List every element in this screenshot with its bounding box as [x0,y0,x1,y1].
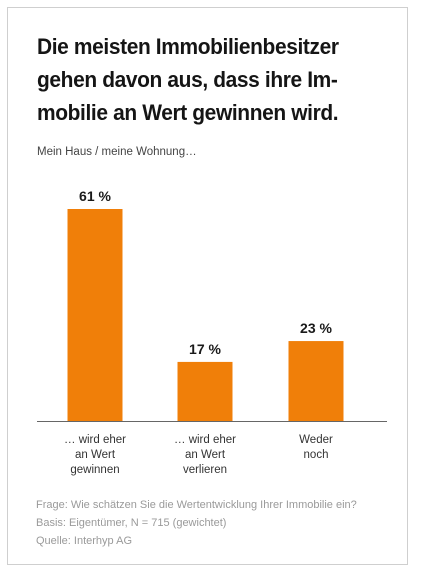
category-label-3-line-2: noch [304,449,329,461]
category-label-1-line-1: … wird eher [64,434,126,446]
bar-1 [67,209,123,421]
value-label-2: 17 % [189,341,221,357]
footer-source: Quelle: Interhyp AG [36,535,132,547]
category-label-3-line-1: Weder [299,434,333,446]
footer-question: Frage: Wie schätzen Sie die Wertentwickl… [36,499,357,511]
title-line-1: Die meisten Immobilienbesitzer [37,34,339,59]
bar-2 [177,361,233,421]
category-label-2-line-1: … wird eher [174,434,236,446]
title-line-2: gehen davon aus, dass ihre Im- [37,67,338,92]
footer-basis: Basis: Eigentümer, N = 715 (gewichtet) [36,517,227,529]
category-label-2-line-3: verlieren [183,464,227,476]
category-label-1-line-3: gewinnen [70,464,119,476]
category-label-1-line-2: an Wert [75,449,116,461]
bar-3 [288,341,344,421]
chart-subtitle: Mein Haus / meine Wohnung… [37,146,197,158]
chart-footer: Frage: Wie schätzen Sie die Wertentwickl… [36,496,357,550]
category-label-2-line-2: an Wert [185,449,226,461]
value-label-1: 61 % [79,188,111,204]
value-label-3: 23 % [300,320,332,336]
chart-title: Die meisten Immobilienbesitzer gehen dav… [37,30,372,129]
title-line-3: mobilie an Wert gewinnen wird. [37,100,339,125]
